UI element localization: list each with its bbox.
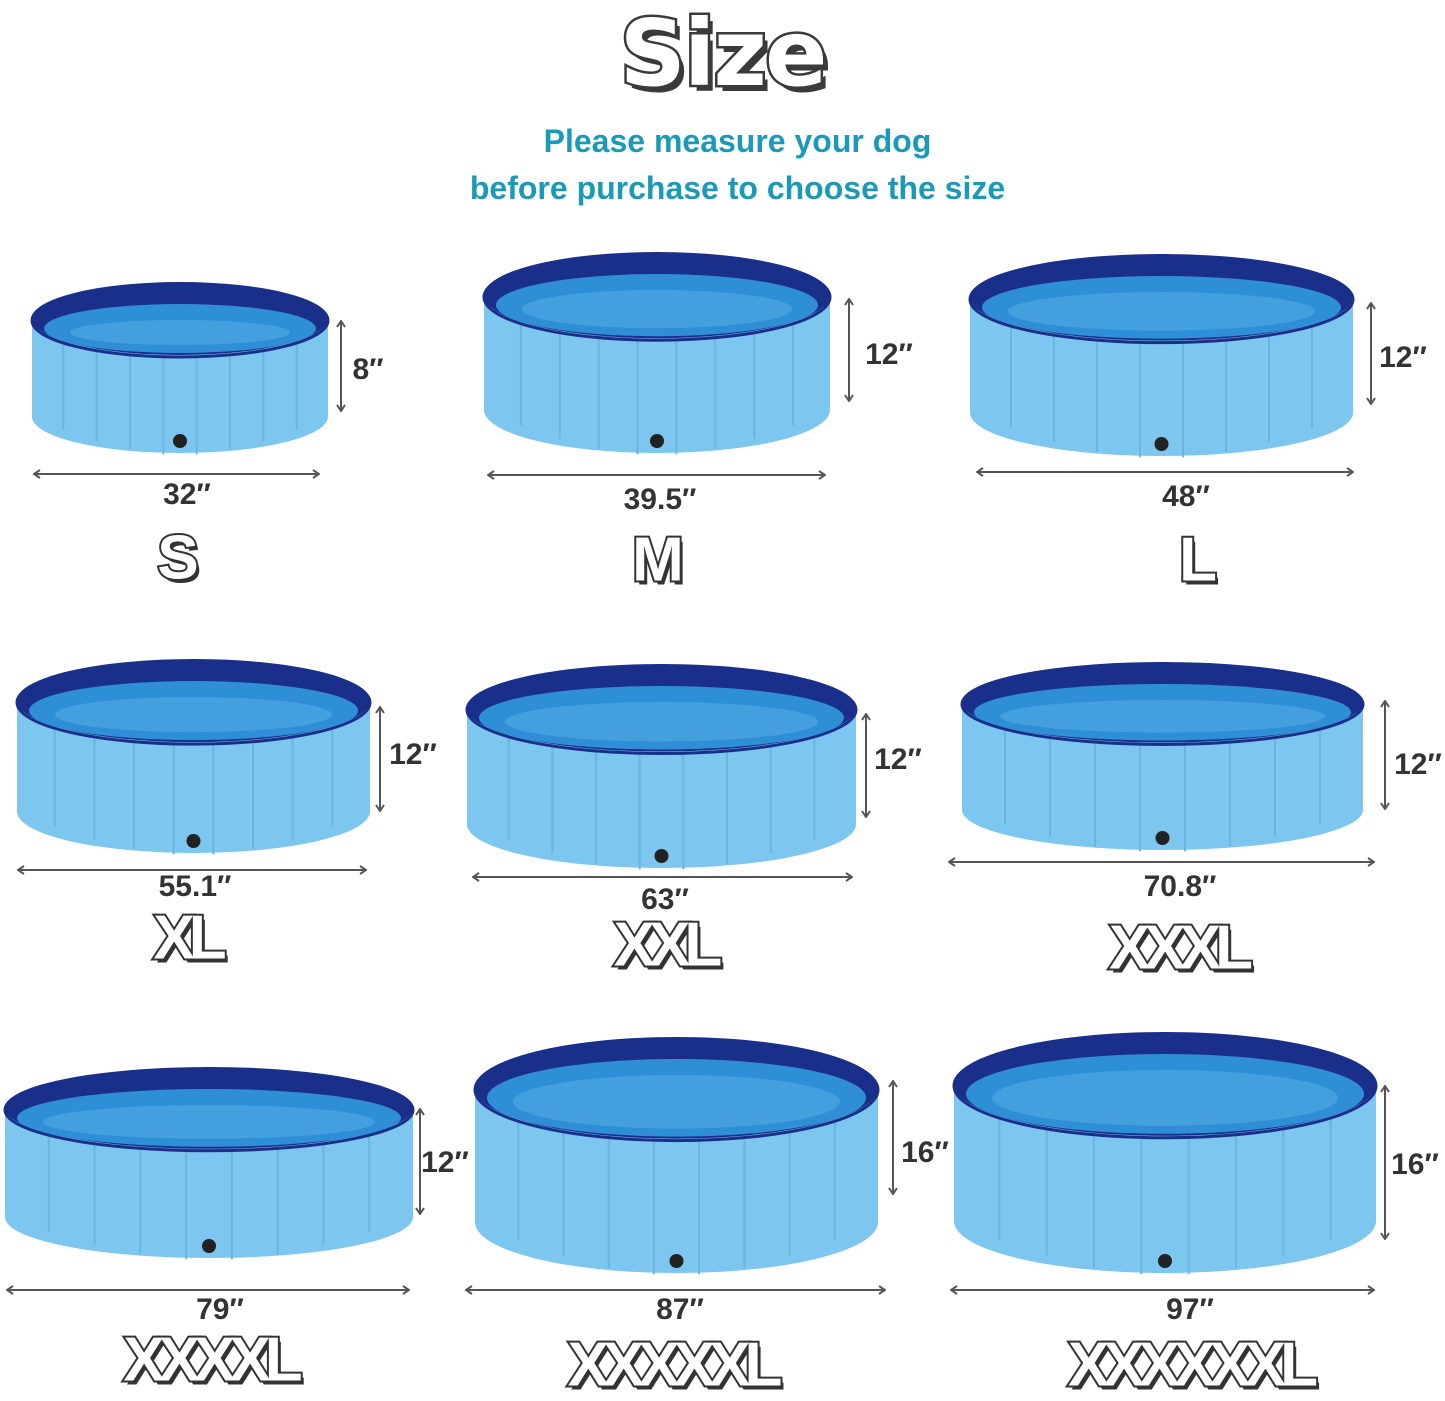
pool-image [952,1032,1378,1275]
diameter-arrow [472,872,853,882]
diameter-arrow [948,857,1375,867]
diameter-label: 55.1″ [158,870,232,903]
drain-plug-icon [173,434,187,448]
pool-image [968,254,1355,458]
diameter-label: 48″ [1162,480,1210,513]
height-label: 12″ [1394,748,1442,781]
height-arrow [888,1080,898,1195]
diameter-label: 79″ [196,1293,244,1326]
page-title: Size [617,0,830,110]
size-label: XXXXXXL [1066,1329,1320,1401]
size-label: XL [151,902,228,975]
diameter-arrow [950,1285,1375,1295]
height-label: 8″ [352,353,384,386]
size-label: XXXXL [121,1324,304,1397]
diameter-label: 87″ [656,1293,704,1326]
drain-plug-icon [1154,437,1169,451]
drain-plug-icon [669,1254,684,1268]
height-label: 12″ [389,738,437,771]
height-arrow [415,1108,425,1215]
drain-plug-icon [186,834,201,848]
size-label: XXL [612,909,725,982]
diameter-label: 63″ [641,883,689,916]
drain-plug-icon [1158,1254,1172,1268]
drain-plug-icon [1155,831,1170,845]
diameter-label: 97″ [1166,1293,1214,1326]
diameter-arrow [465,1285,886,1295]
diameter-label: 39.5″ [623,483,697,516]
height-arrow [375,706,385,812]
height-label: 16″ [1391,1148,1439,1181]
pool-image [960,662,1365,852]
size-label: S [155,522,200,595]
size-label: XXXL [1107,912,1255,985]
subtitle-line-1: Please measure your dog [543,123,932,159]
pool-image [30,282,330,455]
size-label: L [1177,524,1219,597]
drain-plug-icon [202,1239,216,1253]
height-label: 12″ [1379,341,1427,374]
diameter-arrow [33,469,320,479]
height-arrow [844,298,854,402]
diameter-arrow [487,470,826,480]
height-arrow [1380,1085,1390,1240]
pool-image [473,1037,880,1275]
height-label: 12″ [421,1146,469,1179]
diameter-arrow [976,467,1354,477]
pool-image [465,664,858,870]
height-label: 12″ [874,743,922,776]
pool-image [15,659,372,855]
diameter-label: 70.8″ [1143,870,1217,903]
drain-plug-icon [650,434,664,448]
height-arrow [336,320,346,412]
diameter-label: 32″ [163,478,211,511]
pool-image [482,252,832,455]
height-arrow [1380,700,1390,810]
pool-image [3,1067,415,1260]
subtitle-line-2: before purchase to choose the size [469,170,1006,206]
drain-plug-icon [654,849,669,863]
size-label: M [630,524,686,597]
height-label: 16″ [901,1136,949,1169]
diameter-arrow [17,865,367,875]
height-arrow [1366,302,1376,405]
height-label: 12″ [865,338,913,371]
height-arrow [861,713,871,818]
size-label: XXXXXL [566,1329,785,1401]
diameter-arrow [6,1285,410,1295]
